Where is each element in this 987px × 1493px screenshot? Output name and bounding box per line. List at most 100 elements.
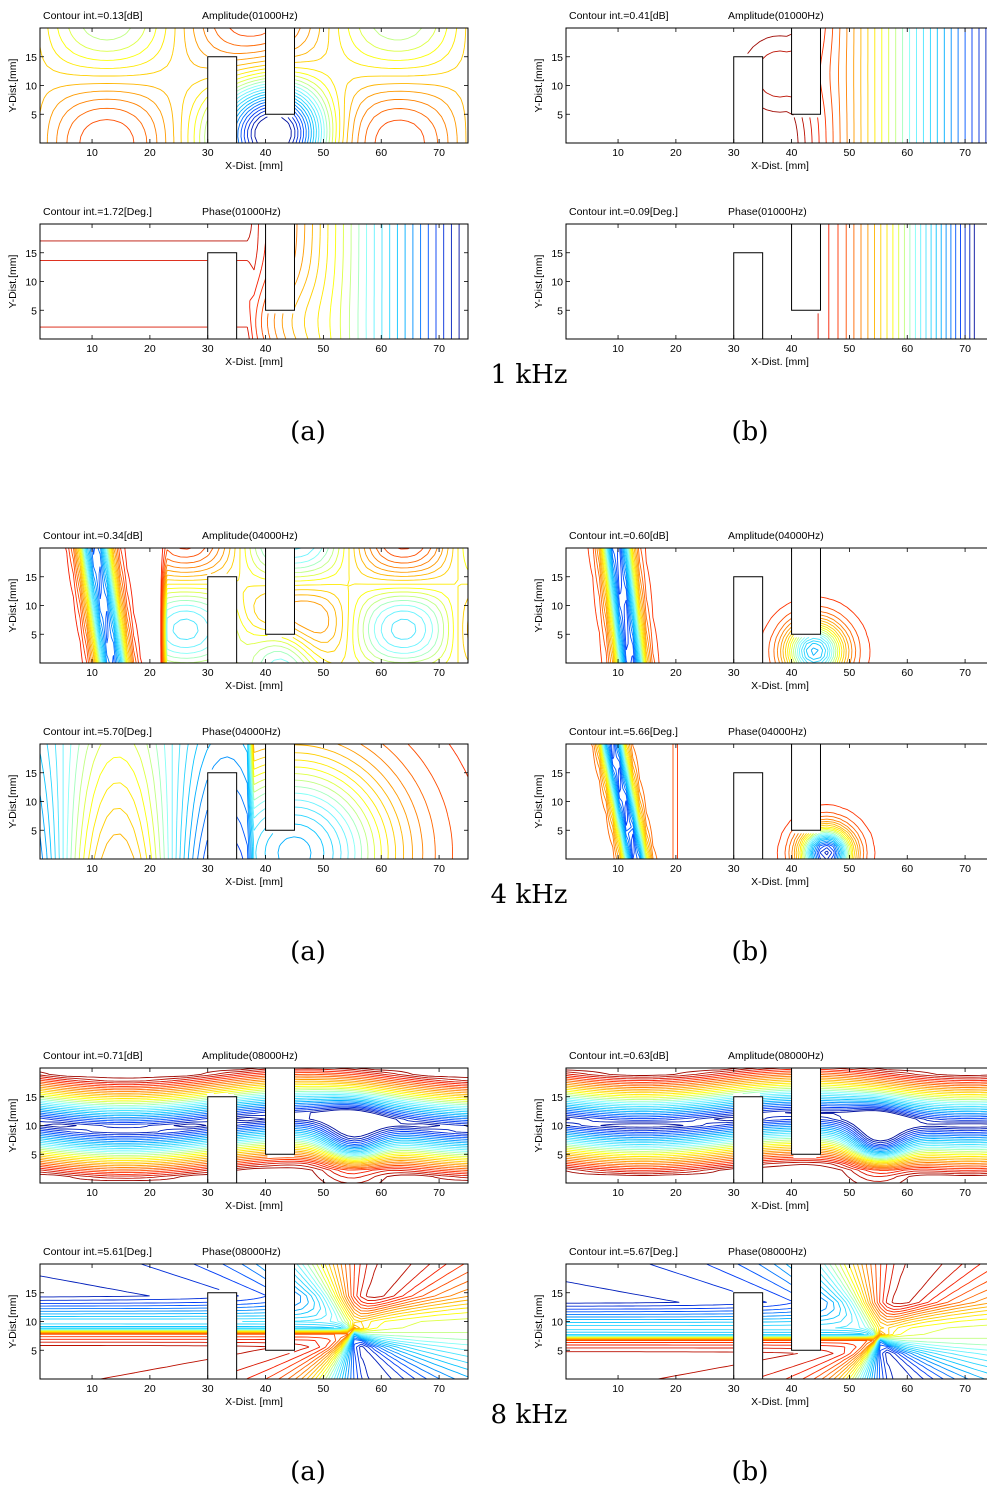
y-axis-label: Y-Dist.[mm] [7, 254, 19, 308]
y-axis-label: Y-Dist.[mm] [7, 1098, 19, 1152]
x-tick-label: 40 [786, 863, 798, 875]
x-axis-label: X-Dist. [mm] [225, 1200, 283, 1212]
x-tick-label: 20 [144, 1187, 156, 1199]
contour-level [830, 28, 833, 143]
x-tick-label: 50 [318, 343, 330, 355]
x-tick-label: 20 [670, 863, 682, 875]
contour-level [673, 744, 867, 859]
x-tick-label: 60 [375, 343, 387, 355]
x-tick-label: 50 [318, 1383, 330, 1395]
y-axis-label: Y-Dist.[mm] [533, 774, 545, 828]
panel-title: Amplitude(08000Hz) [202, 1050, 298, 1062]
y-tick-label: 15 [25, 248, 37, 260]
y-tick-label: 10 [25, 797, 37, 809]
y-tick-label: 5 [31, 1345, 37, 1357]
contour-level [330, 224, 336, 339]
contour-level [349, 224, 351, 339]
upper-baffle [266, 1068, 295, 1154]
y-axis-label: Y-Dist.[mm] [533, 578, 545, 632]
panel-g1-r1-c0: Contour int.=5.70[Deg.] Phase(04000Hz)10 2… [7, 726, 468, 888]
x-tick-label: 10 [86, 343, 98, 355]
x-tick-label: 10 [612, 667, 624, 679]
x-tick-label: 60 [375, 1383, 387, 1395]
contour-level [361, 744, 423, 859]
y-tick-label: 10 [25, 81, 37, 93]
contour-interval-label: Contour int.=5.66[Deg.] [569, 726, 678, 738]
x-tick-label: 20 [144, 667, 156, 679]
contour-interval-label: Contour int.=5.70[Deg.] [43, 726, 152, 738]
contour-lines [818, 224, 974, 339]
x-tick-label: 40 [260, 343, 272, 355]
x-tick-label: 10 [86, 667, 98, 679]
lower-baffle [208, 773, 237, 859]
x-tick-label: 30 [728, 147, 740, 159]
panel-title: Amplitude(04000Hz) [202, 530, 298, 542]
contour-lines [588, 548, 870, 663]
y-tick-label: 5 [557, 629, 563, 641]
x-tick-label: 20 [670, 1187, 682, 1199]
x-tick-label: 60 [901, 343, 913, 355]
contour-lines [40, 1264, 468, 1379]
contour-level [839, 28, 841, 143]
x-tick-label: 20 [670, 343, 682, 355]
y-tick-label: 5 [557, 825, 563, 837]
contour-interval-label: Contour int.=0.34[dB] [43, 530, 143, 542]
x-tick-label: 50 [844, 863, 856, 875]
y-tick-label: 5 [557, 1345, 563, 1357]
y-tick-label: 10 [551, 277, 563, 289]
upper-baffle [792, 28, 821, 114]
contour-interval-label: Contour int.=0.60[dB] [569, 530, 669, 542]
y-tick-label: 15 [551, 52, 563, 64]
panel-g2-r1-c0: Contour int.=5.61[Deg.] Phase(08000Hz)10 2… [7, 1246, 468, 1408]
contour-level [366, 224, 367, 339]
x-tick-label: 50 [318, 1187, 330, 1199]
y-tick-label: 10 [25, 1317, 37, 1329]
contour-lines [591, 744, 875, 859]
upper-baffle [792, 1264, 821, 1350]
x-tick-label: 30 [202, 863, 214, 875]
lower-baffle [734, 57, 763, 143]
contour-level [337, 744, 412, 859]
upper-baffle [792, 1068, 821, 1154]
x-axis-label: X-Dist. [mm] [225, 1396, 283, 1408]
frequency-label: 4 kHz [491, 880, 568, 910]
y-axis-label: Y-Dist.[mm] [533, 58, 545, 112]
contour-lines [566, 1068, 987, 1183]
x-tick-label: 30 [202, 147, 214, 159]
x-tick-label: 10 [86, 1187, 98, 1199]
x-tick-label: 70 [959, 147, 971, 159]
y-axis-label: Y-Dist.[mm] [7, 58, 19, 112]
subfigure-label: (a) [290, 1457, 326, 1487]
contour-level [408, 744, 453, 859]
contour-level [76, 548, 443, 663]
x-tick-label: 60 [375, 667, 387, 679]
lower-baffle [734, 253, 763, 339]
y-tick-label: 10 [551, 1317, 563, 1329]
x-tick-label: 30 [728, 343, 740, 355]
contour-level [818, 117, 820, 143]
frequency-label: 1 kHz [491, 360, 568, 390]
panel-g0-r0-c1: Contour int.=0.41[dB] Amplitude(01000Hz)1… [533, 10, 987, 172]
x-tick-label: 40 [786, 1383, 798, 1395]
lower-baffle [208, 57, 237, 143]
x-axis-label: X-Dist. [mm] [751, 1396, 809, 1408]
x-tick-label: 70 [959, 667, 971, 679]
subfigure-label: (a) [290, 417, 326, 447]
x-tick-label: 50 [318, 863, 330, 875]
lower-baffle [734, 1293, 763, 1379]
x-tick-label: 70 [433, 1383, 445, 1395]
lower-baffle [734, 577, 763, 663]
x-tick-label: 30 [202, 1187, 214, 1199]
x-tick-label: 50 [844, 1187, 856, 1199]
x-axis-label: X-Dist. [mm] [751, 876, 809, 888]
x-tick-label: 20 [144, 147, 156, 159]
x-tick-label: 40 [786, 343, 798, 355]
panel-g0-r1-c0: Contour int.=1.72[Deg.] Phase(01000Hz) 10 2… [7, 206, 468, 368]
y-tick-label: 15 [551, 572, 563, 584]
x-tick-label: 20 [144, 343, 156, 355]
contour-interval-label: Contour int.=0.41[dB] [569, 10, 669, 22]
lower-baffle [734, 773, 763, 859]
x-tick-label: 70 [959, 1187, 971, 1199]
x-tick-label: 50 [844, 147, 856, 159]
